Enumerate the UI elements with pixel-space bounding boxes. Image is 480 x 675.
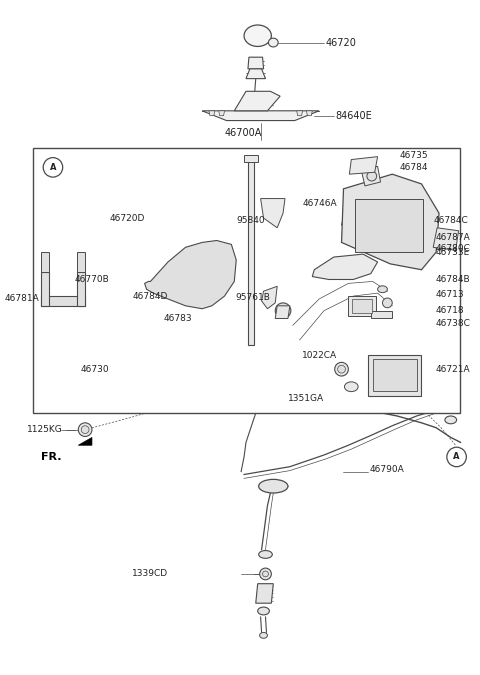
Circle shape	[337, 365, 346, 373]
Circle shape	[260, 568, 271, 580]
Polygon shape	[41, 271, 49, 306]
Circle shape	[263, 571, 268, 577]
Polygon shape	[41, 296, 85, 306]
Ellipse shape	[260, 632, 267, 639]
Circle shape	[335, 362, 348, 376]
Text: 46746A: 46746A	[302, 199, 337, 208]
Text: 46738C: 46738C	[435, 319, 470, 328]
Circle shape	[275, 303, 291, 319]
Polygon shape	[361, 166, 381, 186]
Polygon shape	[139, 340, 310, 404]
Ellipse shape	[268, 38, 278, 47]
Polygon shape	[433, 227, 458, 250]
Text: 46784: 46784	[399, 163, 428, 172]
Text: 95840: 95840	[237, 217, 265, 225]
Text: 46780C: 46780C	[435, 244, 470, 252]
Ellipse shape	[345, 382, 358, 391]
Circle shape	[78, 423, 92, 437]
Polygon shape	[144, 240, 236, 308]
Text: 1022CA: 1022CA	[301, 351, 336, 360]
Polygon shape	[219, 111, 225, 115]
Polygon shape	[248, 159, 254, 345]
Text: 46790A: 46790A	[370, 465, 405, 474]
Polygon shape	[234, 91, 280, 111]
Circle shape	[394, 246, 406, 258]
Text: 95761B: 95761B	[236, 292, 270, 302]
Polygon shape	[312, 254, 378, 279]
Circle shape	[367, 171, 377, 181]
Polygon shape	[342, 209, 392, 235]
Text: 46718: 46718	[435, 306, 464, 315]
Text: 46784C: 46784C	[433, 217, 468, 225]
Bar	[348, 296, 376, 315]
Text: 46700A: 46700A	[224, 128, 262, 138]
Polygon shape	[246, 69, 265, 78]
Text: 84640E: 84640E	[336, 111, 372, 121]
Polygon shape	[280, 270, 402, 361]
Text: 1125KG: 1125KG	[26, 425, 62, 434]
Circle shape	[447, 448, 467, 466]
Text: A: A	[50, 163, 56, 172]
Circle shape	[383, 298, 392, 308]
Text: 46721A: 46721A	[435, 364, 470, 374]
Text: 46783: 46783	[164, 314, 192, 323]
Text: 46735: 46735	[399, 151, 428, 160]
Polygon shape	[244, 155, 258, 163]
Polygon shape	[275, 306, 290, 319]
Polygon shape	[202, 111, 319, 121]
Ellipse shape	[378, 286, 387, 293]
Polygon shape	[342, 174, 439, 270]
Polygon shape	[297, 111, 302, 115]
Text: 46730: 46730	[81, 364, 109, 374]
Polygon shape	[248, 57, 264, 69]
Bar	[34, 148, 460, 413]
Bar	[352, 299, 372, 313]
Text: 46784D: 46784D	[132, 292, 168, 300]
Polygon shape	[349, 157, 378, 174]
Ellipse shape	[259, 479, 288, 493]
Text: 1351GA: 1351GA	[288, 394, 324, 403]
Bar	[373, 360, 417, 391]
Polygon shape	[77, 252, 85, 271]
Ellipse shape	[244, 25, 271, 47]
Text: 46787A: 46787A	[435, 233, 470, 242]
Polygon shape	[371, 310, 392, 319]
Text: 46713: 46713	[435, 290, 464, 298]
Circle shape	[81, 426, 89, 433]
Text: 46720D: 46720D	[109, 213, 145, 223]
Text: FR.: FR.	[41, 452, 62, 462]
Polygon shape	[262, 286, 277, 308]
Text: 46733E: 46733E	[435, 248, 469, 256]
Text: 46781A: 46781A	[4, 294, 39, 302]
Bar	[368, 354, 421, 396]
Polygon shape	[256, 584, 273, 603]
Polygon shape	[261, 198, 285, 227]
Text: 46720: 46720	[326, 38, 357, 47]
Ellipse shape	[259, 551, 272, 558]
Text: A: A	[453, 452, 460, 462]
Polygon shape	[306, 111, 312, 115]
Bar	[355, 198, 423, 252]
Polygon shape	[41, 252, 49, 271]
Polygon shape	[78, 437, 92, 446]
Ellipse shape	[445, 416, 456, 424]
Circle shape	[43, 157, 63, 177]
Polygon shape	[77, 271, 85, 306]
Text: 46770B: 46770B	[75, 275, 109, 284]
Polygon shape	[209, 111, 215, 115]
Ellipse shape	[258, 607, 269, 615]
Text: 1339CD: 1339CD	[132, 570, 168, 578]
Text: 46784B: 46784B	[435, 275, 470, 284]
